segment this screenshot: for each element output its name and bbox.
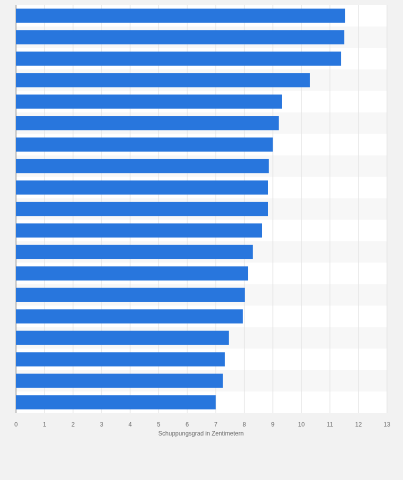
bar (16, 309, 243, 324)
bar (16, 395, 216, 410)
bar (16, 51, 342, 66)
bar (16, 201, 268, 217)
x-tick-label: 2 (71, 423, 75, 429)
x-tick-label: 10 (298, 423, 305, 429)
bar (16, 8, 346, 23)
x-axis-label: Schuppungsgrad in Zentimetern (158, 432, 243, 438)
bar (16, 287, 245, 302)
bar (16, 352, 225, 367)
x-tick-label: 6 (186, 423, 190, 429)
bar (16, 330, 229, 345)
bar (16, 244, 253, 260)
bar (16, 158, 269, 174)
x-tick-label: 8 (243, 423, 247, 429)
x-tick-label: 12 (355, 423, 362, 429)
bar (16, 223, 263, 238)
x-tick-label: 9 (271, 423, 275, 429)
x-tick-label: 13 (384, 423, 391, 429)
bar (16, 116, 279, 131)
x-tick-label: 11 (327, 423, 334, 429)
x-tick-label: 7 (214, 423, 218, 429)
x-tick-label: 3 (100, 423, 104, 429)
bar (16, 73, 310, 88)
bar (16, 373, 223, 388)
x-tick-label: 5 (157, 423, 161, 429)
bar (16, 94, 282, 109)
x-tick-label: 0 (14, 423, 18, 429)
bar (16, 30, 345, 45)
bar (16, 266, 249, 281)
x-tick-label: 1 (43, 423, 47, 429)
bar (16, 180, 268, 195)
bar (16, 137, 273, 152)
x-tick-label: 4 (128, 423, 132, 429)
